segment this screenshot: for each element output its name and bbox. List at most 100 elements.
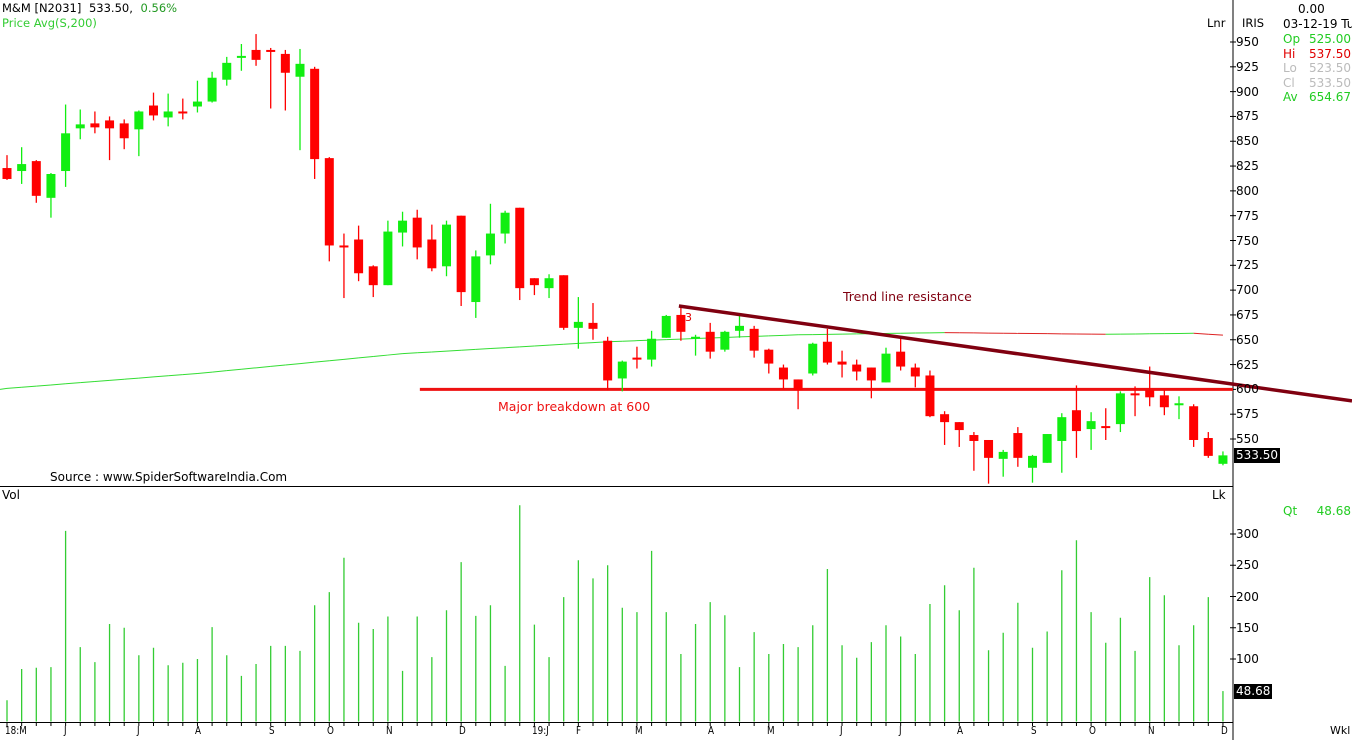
price-tick-label: 875: [1236, 109, 1259, 124]
candle-down: [324, 158, 334, 246]
volume-tick-label: 250: [1236, 558, 1259, 573]
volume-tick-label: 100: [1236, 652, 1259, 666]
candle-up: [735, 325, 744, 331]
candle-up: [1057, 417, 1067, 441]
ma200-segment: [505, 346, 520, 349]
ohlc-value: 537.50: [1309, 46, 1351, 61]
ma200-segment: [65, 382, 81, 385]
ma200-segment: [153, 375, 169, 378]
candle-up: [1115, 393, 1125, 425]
time-tick-label: O: [327, 724, 335, 737]
source-label: Source : www.SpiderSoftwareIndia.Com: [50, 470, 288, 484]
time-tick-label: N: [385, 724, 393, 737]
candle-up: [720, 331, 730, 350]
ma200-segment: [1208, 333, 1223, 336]
ma200-segment: [0, 387, 8, 390]
ohlc-row-lo: Lo 523.50: [1283, 61, 1351, 75]
date-label: 03-12-19 Tu: [1283, 17, 1352, 31]
candle-down: [1145, 390, 1155, 398]
ma200-segment: [490, 347, 506, 350]
time-tick-label: J: [136, 724, 140, 737]
ohlc-value: 525.00: [1309, 32, 1351, 46]
ohlc-label: Av: [1283, 90, 1298, 104]
candle-down: [456, 215, 466, 293]
candle-up: [1042, 434, 1052, 463]
volume-panel-title: Vol: [2, 488, 20, 502]
last-volume-box: 48.68: [1234, 684, 1273, 699]
candle-down: [1071, 410, 1081, 432]
ma200-segment: [197, 371, 213, 374]
candle-down: [940, 414, 950, 423]
candle-down: [969, 435, 979, 441]
time-tick-label: S: [1030, 724, 1037, 737]
candle-down: [866, 367, 876, 381]
price-tick-label: 825: [1236, 159, 1259, 174]
time-tick-label: 18:M: [5, 724, 27, 737]
price-tick-label: 900: [1236, 84, 1259, 99]
ma200-segment: [578, 342, 594, 344]
candle-up: [485, 233, 495, 256]
price-tick-label: 750: [1236, 233, 1259, 248]
candle-up: [998, 451, 1008, 459]
time-tick-label: N: [1147, 724, 1155, 737]
candle-up: [500, 212, 510, 234]
scale-mode-label[interactable]: Lnr: [1207, 16, 1226, 30]
candle-down: [529, 278, 539, 286]
price-tick-label: 575: [1236, 407, 1259, 422]
candle-down: [105, 120, 115, 129]
ohlc-row-op: Op 525.00: [1283, 32, 1351, 46]
candle-down: [2, 168, 12, 179]
ma200-segment: [36, 384, 51, 387]
ma200-segment: [226, 368, 242, 372]
candle-down: [90, 123, 100, 128]
ma200-segment: [387, 353, 403, 356]
candle-down: [1203, 438, 1213, 456]
time-tick-label: F: [576, 724, 582, 737]
time-tick-label: D: [459, 724, 466, 737]
ma200-segment: [373, 354, 388, 357]
chart-name: IRIS: [1242, 16, 1265, 30]
ohlc-row-cl: Cl 533.50: [1283, 76, 1351, 90]
volume-tick-label: 150: [1236, 620, 1259, 635]
candle-down: [339, 245, 349, 248]
ma200-segment: [446, 349, 462, 352]
ma200-segment: [666, 338, 681, 341]
candle-up: [17, 164, 27, 172]
last-price-box: 533.50: [1234, 448, 1280, 463]
candle-up: [661, 315, 671, 338]
qty-value: 48.68: [1316, 504, 1351, 518]
period-label[interactable]: Wkl: [1330, 724, 1351, 737]
qty-readout: Qt 48.68: [1283, 504, 1351, 518]
time-tick-label: M: [634, 724, 643, 737]
candle-down: [1013, 433, 1023, 458]
candle-down: [852, 364, 862, 372]
ma200-segment: [124, 377, 139, 380]
ohlc-label: Cl: [1283, 75, 1295, 90]
candle-down: [925, 375, 935, 417]
ma200-segment: [783, 334, 799, 336]
candle-down: [515, 207, 525, 289]
candle-down: [588, 322, 598, 329]
candle-down: [984, 439, 994, 458]
candle-down: [1189, 406, 1199, 440]
candle-down: [954, 422, 964, 431]
symbol-label: M&M [N2031]: [2, 1, 82, 15]
candle-down: [1130, 393, 1140, 396]
ma200-segment: [461, 348, 476, 351]
candle-down: [251, 49, 261, 60]
price-tick-label: 775: [1236, 208, 1259, 223]
qty-label: Qt: [1283, 504, 1298, 518]
candle-up: [192, 101, 202, 107]
ma200-segment: [1193, 332, 1209, 335]
candle-up: [617, 361, 627, 379]
ma200-segment: [270, 364, 286, 367]
ma200-segment: [138, 376, 154, 379]
volume-scale-label: Lk: [1212, 488, 1226, 502]
breakdown-label: Major breakdown at 600: [498, 399, 651, 414]
candle-up: [207, 77, 217, 102]
candle-up: [163, 111, 173, 118]
candle-up: [383, 231, 393, 286]
candle-down: [559, 275, 569, 328]
ma200-segment: [299, 361, 315, 365]
